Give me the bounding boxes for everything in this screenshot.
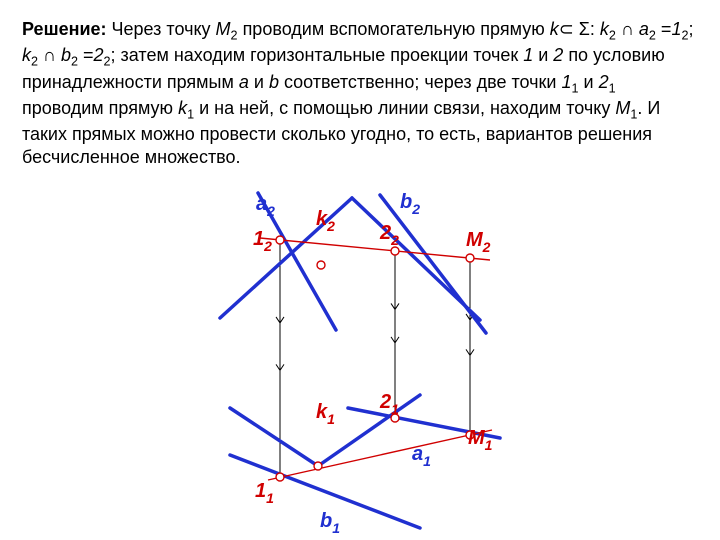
label-b2: b2 — [400, 191, 420, 217]
label-a2: a2 — [256, 193, 275, 219]
blue-line-u1-up-left — [230, 408, 318, 466]
label-k1: k1 — [316, 401, 335, 427]
projection-diagram: a2k222b2M212k121M111a1b1 — [0, 0, 720, 540]
label-b1: b1 — [320, 510, 340, 536]
label-a1: a1 — [412, 443, 431, 469]
point-M2 — [466, 254, 474, 262]
label-M2: M2 — [466, 229, 491, 255]
point-X_top — [317, 261, 325, 269]
point-1_2 — [276, 236, 284, 244]
label-22: 22 — [379, 222, 399, 248]
point-2_2 — [391, 247, 399, 255]
point-1_1 — [276, 473, 284, 481]
label-11: 11 — [255, 480, 274, 506]
blue-line-u2-down-left — [220, 198, 352, 318]
label-12: 12 — [253, 228, 272, 254]
blue-line-u1-up-right — [318, 395, 420, 466]
point-X_bot — [314, 462, 322, 470]
